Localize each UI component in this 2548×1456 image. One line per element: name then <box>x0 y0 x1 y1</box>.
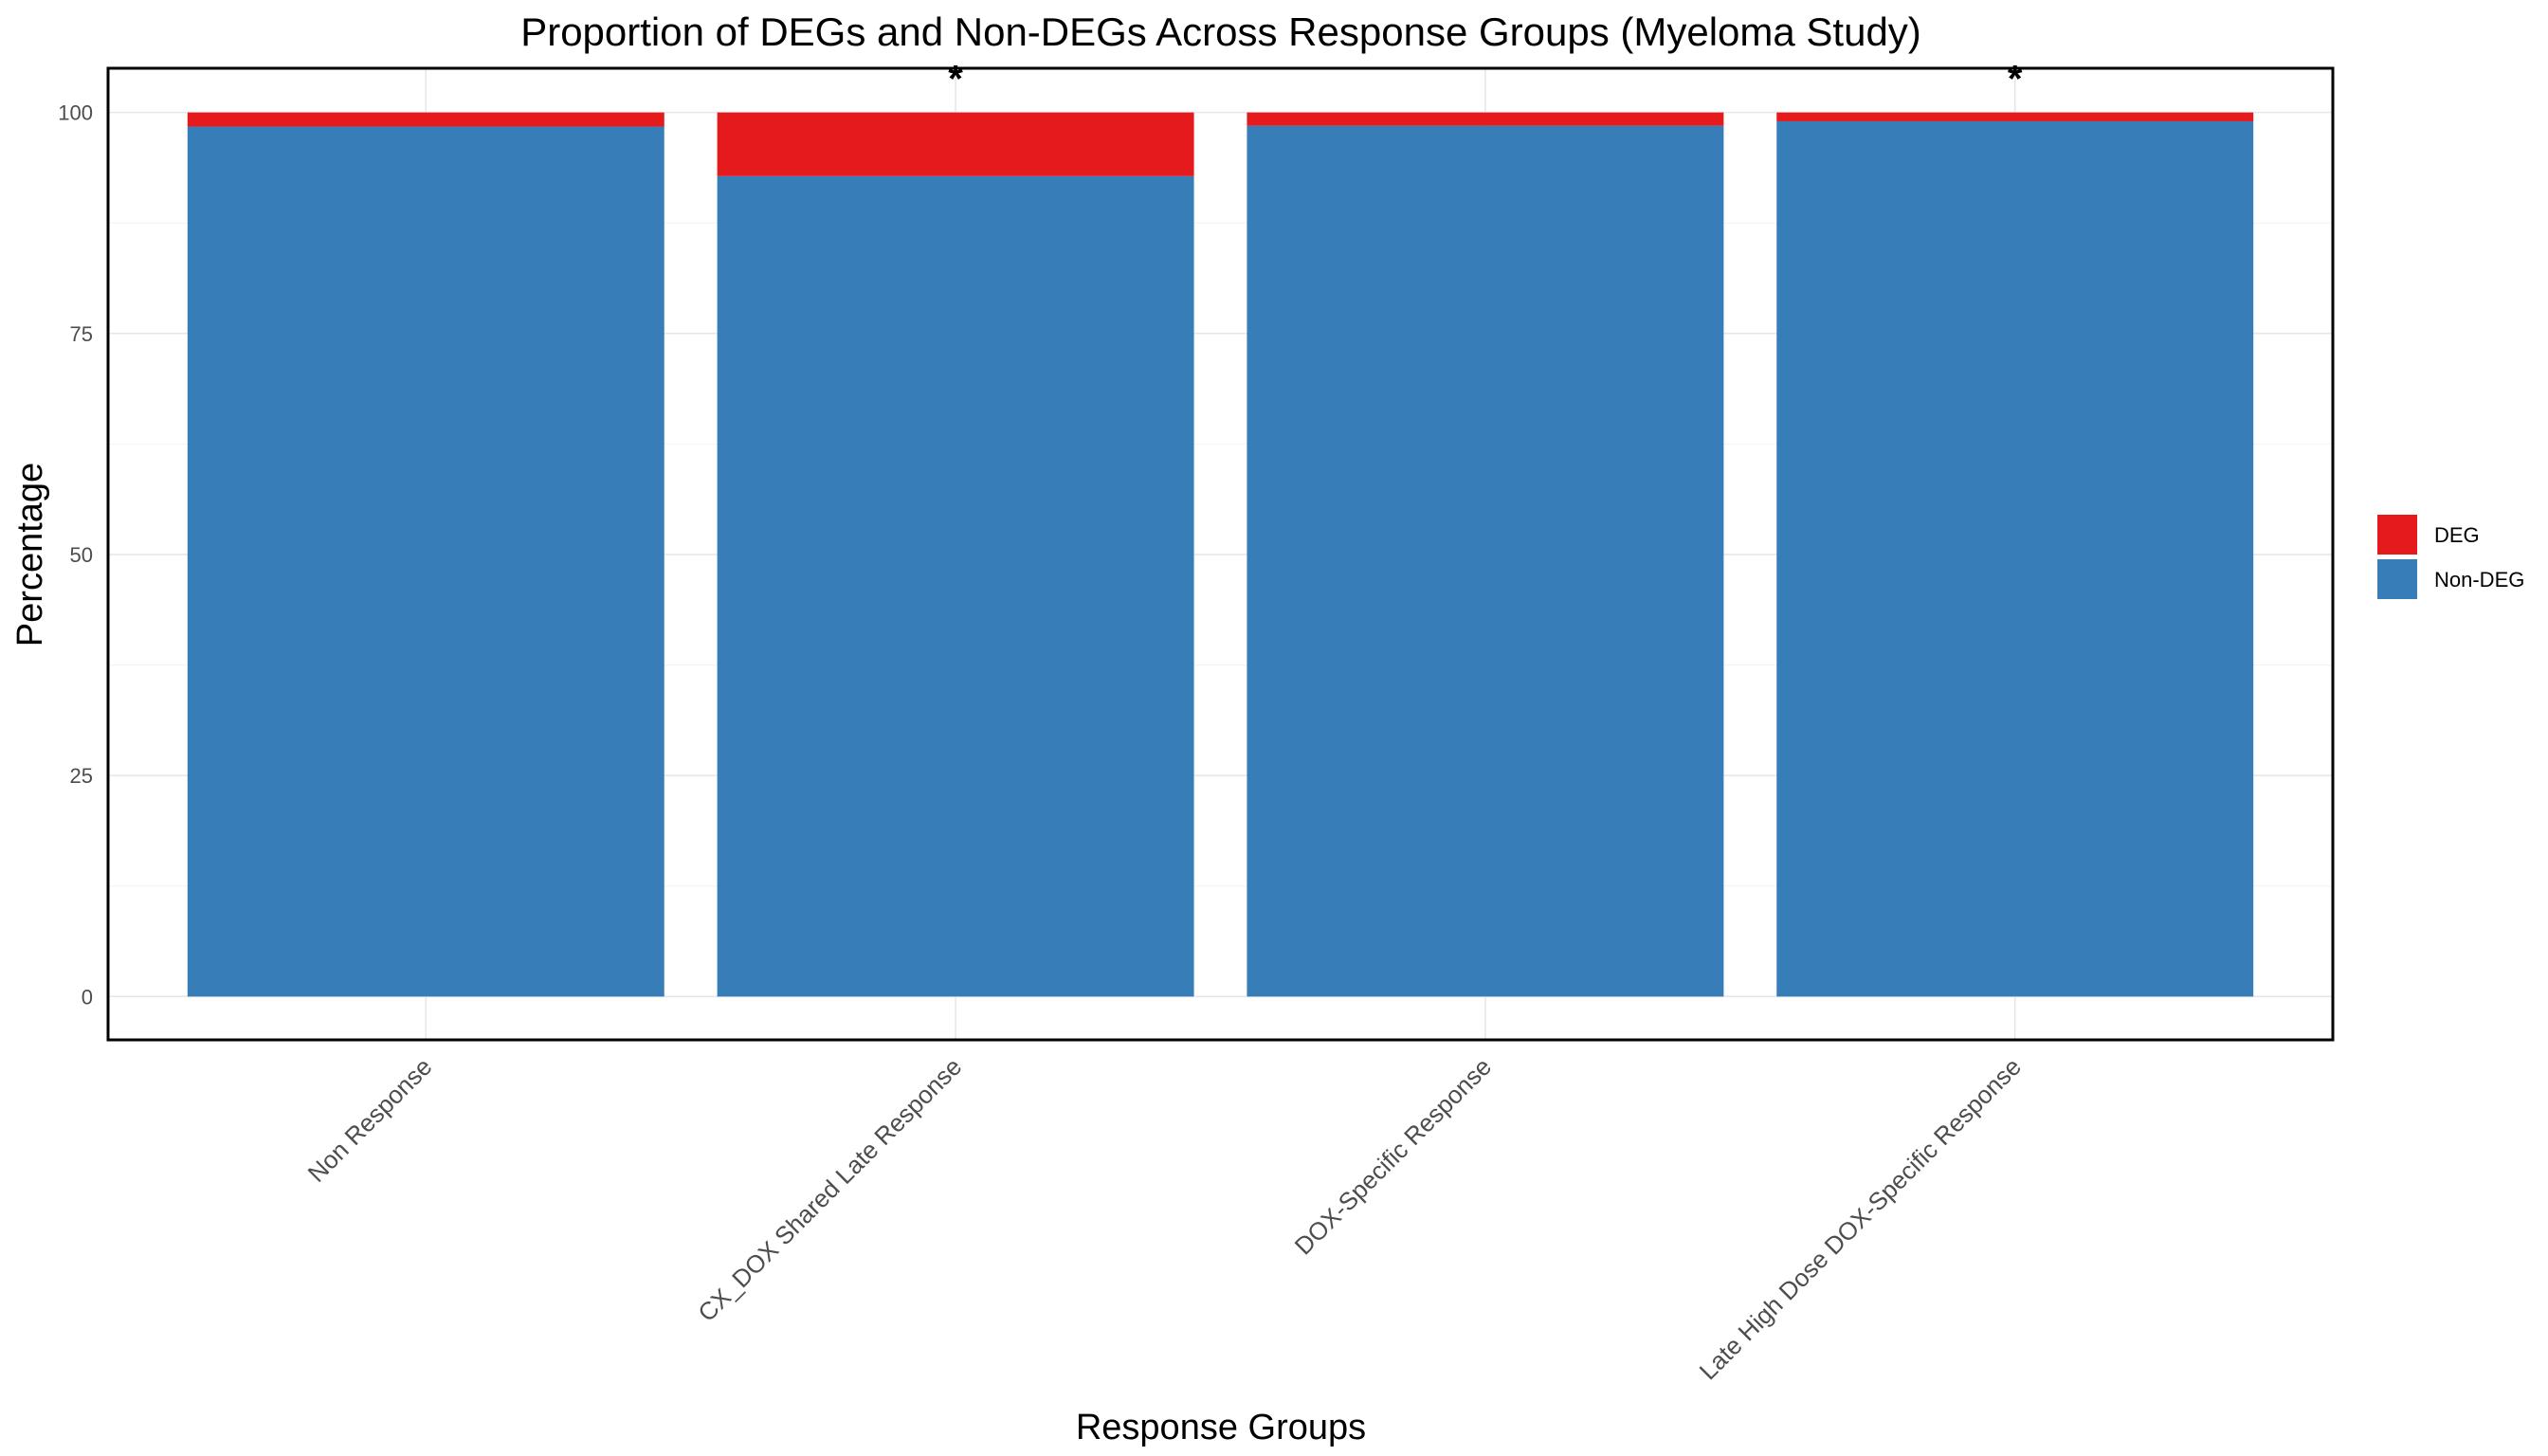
bar-non-deg-4 <box>1776 120 2254 997</box>
bar-deg-2 <box>717 112 1194 176</box>
bars <box>187 112 2254 997</box>
bar-deg-3 <box>1247 112 1724 126</box>
significance-marker-1: * <box>948 59 963 100</box>
legend-key-deg <box>2377 515 2417 555</box>
bar-deg-4 <box>1776 112 2254 121</box>
x-tick-label: Non Response <box>302 1052 438 1188</box>
x-tick-label: CX_DOX Shared Late Response <box>692 1052 967 1327</box>
y-tick-label: 100 <box>58 101 93 125</box>
y-tick-label: 25 <box>70 764 93 788</box>
bar-non-deg-1 <box>187 126 664 997</box>
bar-non-deg-3 <box>1247 125 1724 997</box>
legend-label-non-deg: Non-DEG <box>2434 568 2524 592</box>
legend: DEG Non-DEG <box>2377 515 2524 599</box>
y-tick-label: 50 <box>70 543 93 567</box>
x-tick-label: DOX-Specific Response <box>1289 1052 1497 1260</box>
x-axis-title: Response Groups <box>1076 1408 1366 1447</box>
significance-marker-2: * <box>2008 59 2023 100</box>
x-axis-ticks: Non Response CX_DOX Shared Late Response D… <box>302 1052 2027 1385</box>
x-tick-label: Late High Dose DOX-Specific Response <box>1694 1052 2027 1385</box>
y-tick-label: 75 <box>70 322 93 346</box>
y-tick-label: 0 <box>82 985 93 1009</box>
bar-deg-1 <box>187 112 664 127</box>
legend-label-deg: DEG <box>2434 523 2480 547</box>
legend-key-non-deg <box>2377 559 2417 599</box>
plot-border <box>106 66 2335 1042</box>
chart-title: Proportion of DEGs and Non-DEGs Across R… <box>520 9 1921 54</box>
y-axis-ticks: 0 25 50 75 100 <box>58 101 93 1010</box>
bar-non-deg-2 <box>717 175 1194 997</box>
y-axis-title: Percentage <box>10 463 50 646</box>
